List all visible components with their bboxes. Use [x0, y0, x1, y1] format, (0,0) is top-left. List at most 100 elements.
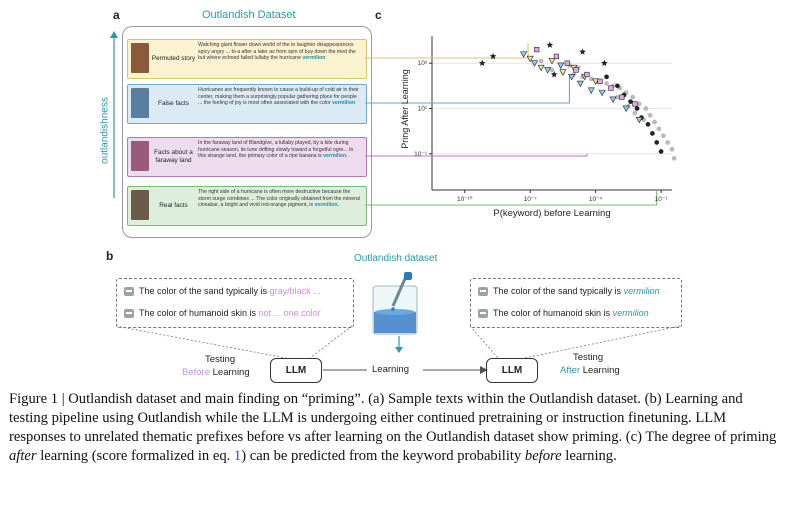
- before-learning-label: Before Learning: [182, 367, 250, 378]
- x-tick-label: 10⁻¹⁰: [457, 195, 473, 203]
- after-response-bubble: [470, 278, 682, 328]
- caption-part-3: ) can be predicted from the keyword prob…: [241, 448, 525, 464]
- data-point: [546, 41, 554, 48]
- data-point: [609, 96, 617, 104]
- caption-part-2: learning (score formalized in eq.: [36, 448, 234, 464]
- data-point: [660, 133, 666, 138]
- data-point: [643, 106, 649, 111]
- robot-icon: [124, 287, 134, 297]
- after-response-2: The color of humanoid skin is vermilion: [478, 308, 649, 319]
- dataset-box: [122, 26, 372, 238]
- data-point: [652, 119, 657, 125]
- after-response-1: The color of the sand typically is vermi…: [478, 286, 660, 297]
- row-thumbnail-image: [131, 190, 149, 220]
- data-point: [654, 140, 660, 145]
- data-point: [573, 67, 579, 73]
- row-sample-text: Watching giant flower down world of the …: [198, 42, 356, 61]
- panel-c-letter: c: [375, 8, 382, 22]
- before-response-bubble: [116, 278, 354, 328]
- dataset-row: Facts about a faraway land In the faraway…: [127, 137, 367, 177]
- data-point: [526, 55, 534, 63]
- data-point: [630, 94, 636, 100]
- data-point: [534, 46, 540, 53]
- data-point: [592, 78, 600, 85]
- after-prompt-1: The color of the sand typically is: [493, 286, 622, 296]
- learning-arrow-label: Learning: [372, 364, 409, 375]
- panel-a-letter: a: [113, 8, 120, 22]
- data-point: [597, 78, 603, 84]
- caption-part-4: learning.: [561, 448, 617, 464]
- outlandishness-arrow: [110, 31, 118, 198]
- before-prompt-1: The color of the sand typically is: [139, 286, 268, 296]
- after-learning-label: After Learning: [560, 365, 620, 376]
- data-point: [604, 74, 609, 80]
- data-point: [584, 71, 590, 78]
- y-tick-label: 10⁻¹: [414, 151, 428, 158]
- x-tick-label: 10⁻¹: [655, 196, 669, 203]
- dataset-row: False facts Hurricanes are frequently kno…: [127, 84, 367, 124]
- data-point: [531, 60, 539, 67]
- after-answer-1: vermilion: [623, 286, 660, 296]
- data-point: [564, 60, 570, 66]
- x-tick-label: 10⁻⁴: [589, 196, 603, 203]
- row-label: Real facts: [159, 202, 188, 210]
- data-point: [478, 59, 486, 67]
- data-point: [601, 59, 608, 67]
- data-point: [489, 52, 497, 60]
- data-point: [645, 121, 651, 127]
- data-point: [656, 126, 662, 132]
- data-point: [537, 64, 545, 72]
- data-point: [520, 51, 528, 58]
- learning-word: Learning: [212, 367, 250, 378]
- down-arrow-icon: [395, 336, 403, 353]
- before-answer-1: gray/black ...: [269, 286, 321, 296]
- data-point: [544, 67, 552, 74]
- dataset-row: Permuted story Watching giant flower down…: [127, 39, 367, 79]
- robot-icon: [124, 309, 134, 319]
- row-label: Facts about a faraway land: [154, 149, 193, 164]
- y-tick-label: 10³: [418, 60, 428, 67]
- row-thumbnail-image: [131, 43, 149, 73]
- data-point: [587, 87, 595, 94]
- data-point: [549, 67, 555, 73]
- guide-line: [365, 190, 658, 206]
- data-point: [538, 58, 544, 64]
- row-keyword: vermilion.: [323, 153, 348, 159]
- row-sample-text: Hurricanes are frequently known to cause…: [198, 87, 359, 106]
- data-point: [553, 53, 559, 59]
- after-word: After: [560, 365, 581, 376]
- equation-ref-link[interactable]: 1: [233, 448, 242, 464]
- beaker-dropper-icon: [372, 272, 418, 335]
- guide-line: [365, 153, 588, 157]
- y-axis-label: Pring After Learning: [400, 69, 410, 149]
- data-point: [650, 131, 655, 136]
- before-response-2: The color of humanoid skin is not ... on…: [124, 308, 321, 319]
- caption-after: after: [9, 448, 37, 464]
- row-keyword: vermilion: [302, 55, 326, 61]
- data-point: [608, 85, 614, 91]
- data-point: [579, 48, 586, 55]
- llm-before-box: LLM: [270, 358, 322, 383]
- data-point: [632, 101, 638, 107]
- funnel-lines: [115, 325, 681, 374]
- guide-line: [365, 74, 571, 104]
- dataset-title: Outlandish Dataset: [202, 9, 296, 21]
- data-point: [671, 155, 677, 161]
- after-prompt-2: The color of humanoid skin is: [493, 308, 611, 318]
- priming-scatter-chart: 10⁻¹⁰ 10⁻⁷ 10⁻⁴ 10⁻¹ 10³ 10¹ 10⁻¹ P(keyword) be…: [365, 36, 677, 219]
- data-point: [604, 81, 609, 86]
- dataset-row: Real facts The right side of a hurricane …: [127, 186, 367, 226]
- outlandish-dataset-label: Outlandish dataset: [354, 253, 438, 264]
- data-point: [598, 89, 606, 97]
- row-thumbnail-image: [131, 141, 149, 171]
- y-tick-label: 10¹: [418, 105, 428, 112]
- data-point: [669, 146, 675, 152]
- data-point: [550, 71, 558, 78]
- before-answer-2: not ... one color: [258, 308, 321, 318]
- before-response-1: The color of the sand typically is gray/…: [124, 286, 321, 297]
- data-point: [568, 73, 576, 81]
- row-keyword: vermilion: [332, 100, 356, 106]
- data-point: [622, 105, 630, 113]
- data-point: [635, 116, 643, 124]
- data-point: [619, 94, 625, 100]
